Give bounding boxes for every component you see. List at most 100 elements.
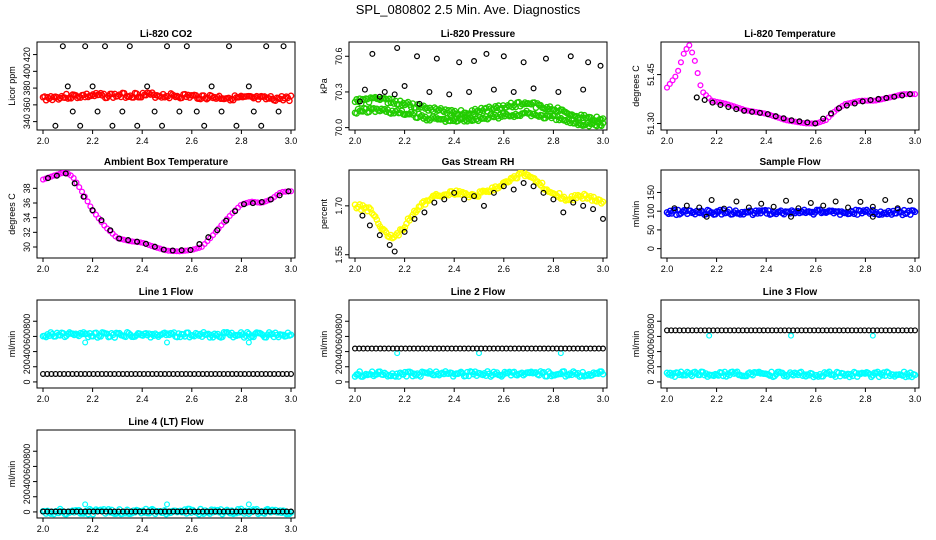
data-point <box>369 50 376 57</box>
y-tick-label: 800 <box>22 314 32 329</box>
plot-frame <box>348 299 608 389</box>
data-point <box>807 199 814 206</box>
data-point <box>694 70 701 77</box>
x-tick-label: 2.0 <box>349 136 362 146</box>
x-tick-label: 2.4 <box>760 264 773 274</box>
x-tick-label: 3.0 <box>597 264 610 274</box>
plot-area <box>663 327 919 381</box>
data-point <box>911 327 918 334</box>
y-tick-label: 0 <box>334 379 344 384</box>
data-point <box>902 373 909 381</box>
x-tick-label: 2.2 <box>86 524 99 534</box>
data-point <box>82 339 89 346</box>
y-tick-label: 0 <box>646 246 656 251</box>
data-point <box>756 109 764 116</box>
data-point <box>797 119 804 126</box>
data-point <box>225 330 232 337</box>
x-tick-label: 2.8 <box>547 136 560 146</box>
x-tick-label: 2.4 <box>136 264 149 274</box>
data-point <box>701 96 708 104</box>
data-point <box>857 198 864 205</box>
data-point <box>214 227 221 234</box>
x-tick-label: 3.0 <box>597 136 610 146</box>
data-point <box>201 122 208 129</box>
y-tick-label: 150 <box>646 185 656 200</box>
data-point <box>245 339 252 346</box>
y-tick-label: 400 <box>22 64 32 79</box>
data-point <box>71 180 78 187</box>
data-point <box>911 208 919 216</box>
data-point <box>164 501 171 508</box>
series-cyan-ring <box>394 350 564 357</box>
data-point <box>820 202 827 209</box>
x-tick-label: 2.6 <box>186 136 199 146</box>
data-point <box>182 247 189 254</box>
data-point <box>899 92 906 99</box>
x-tick-label: 2.2 <box>710 136 723 146</box>
series-magenta-curve <box>39 170 295 255</box>
data-point <box>426 196 434 204</box>
y-tick-label: 600 <box>22 459 32 474</box>
chart-title: Li-820 Pressure <box>441 29 516 40</box>
y-tick-label: 0 <box>22 509 32 514</box>
data-point <box>599 119 607 127</box>
data-point <box>442 106 449 113</box>
data-point <box>741 107 748 114</box>
data-point <box>44 175 52 182</box>
series-cyan-band <box>351 368 607 380</box>
series-black-curve <box>693 91 914 127</box>
y-tick-label: 34 <box>22 213 32 223</box>
x-tick-label: 2.4 <box>448 394 461 404</box>
x-tick-label: 2.8 <box>235 524 248 534</box>
data-point <box>875 95 882 103</box>
x-tick-label: 2.4 <box>448 136 461 146</box>
data-point <box>109 122 116 129</box>
data-point <box>850 210 858 218</box>
x-tick-label: 3.0 <box>285 264 298 274</box>
data-point <box>718 369 725 377</box>
data-point <box>119 108 126 115</box>
data-point <box>812 120 819 127</box>
plot-area <box>39 170 295 255</box>
data-point <box>894 205 901 212</box>
data-point <box>827 110 835 117</box>
data-point <box>745 204 752 211</box>
data-point <box>832 198 839 205</box>
x-tick-label: 2.0 <box>37 264 50 274</box>
x-tick-label: 2.0 <box>349 394 362 404</box>
figure-title: SPL_080802 2.5 Min. Ave. Diagnostics <box>355 2 581 17</box>
data-point <box>232 208 239 215</box>
data-point <box>859 98 866 105</box>
data-point <box>48 173 55 180</box>
data-point <box>245 501 252 508</box>
y-tick-label: 51.45 <box>646 63 656 86</box>
data-point <box>783 197 790 204</box>
data-point <box>733 106 740 113</box>
data-point <box>287 331 295 339</box>
y-tick-label: 1.70 <box>334 197 344 215</box>
data-point <box>262 95 270 103</box>
data-point <box>142 240 150 247</box>
data-point <box>116 235 123 242</box>
data-point <box>208 83 215 90</box>
data-point <box>842 101 849 108</box>
x-tick-label: 2.4 <box>136 394 149 404</box>
y-axis-label: Licor ppm <box>7 66 17 106</box>
x-tick-label: 2.8 <box>235 394 248 404</box>
data-point <box>233 122 240 129</box>
data-point <box>98 217 105 224</box>
data-point <box>240 201 248 208</box>
data-point <box>462 372 470 380</box>
data-point <box>780 115 787 122</box>
series-yellow-band <box>351 170 607 242</box>
data-point <box>205 234 212 241</box>
x-tick-label: 2.4 <box>136 136 149 146</box>
data-point <box>137 239 144 246</box>
data-point <box>538 179 546 187</box>
data-point <box>451 189 458 196</box>
data-point <box>721 205 728 212</box>
data-point <box>59 170 66 177</box>
data-point <box>178 247 185 254</box>
data-point <box>845 204 852 211</box>
